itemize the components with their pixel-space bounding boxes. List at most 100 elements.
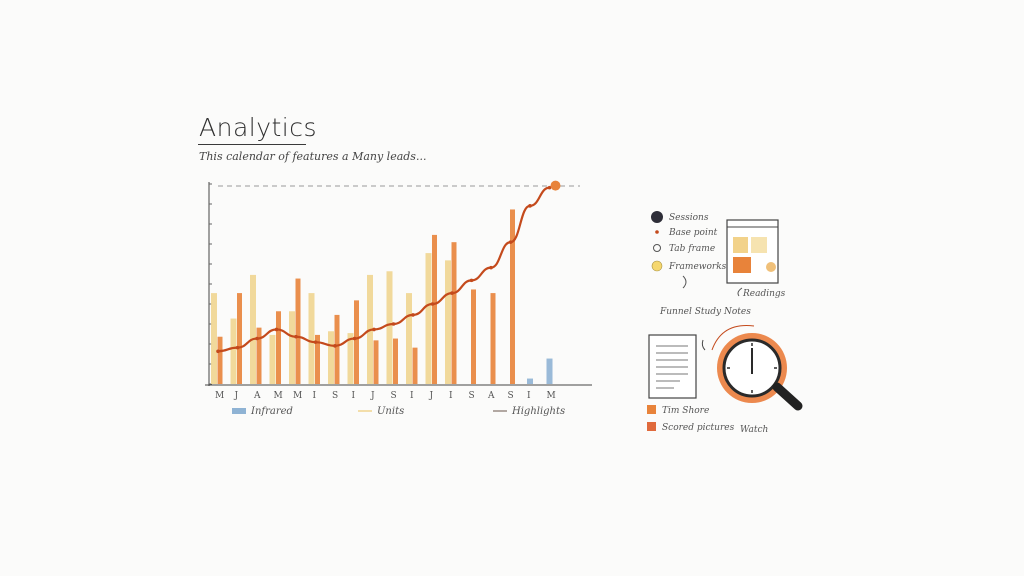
bar-infrared <box>328 331 334 384</box>
series-endpoint <box>550 180 561 191</box>
series-point <box>450 291 454 295</box>
bar-infrared <box>308 293 315 384</box>
x-tick-label: I <box>527 391 531 401</box>
clipboard-legend-label: Tim Shore <box>662 406 709 416</box>
bar-units <box>393 338 398 384</box>
series-point <box>489 265 493 270</box>
side-legend: Sessions Base point Tab frame Frameworks <box>651 211 727 289</box>
bar-units <box>471 289 476 384</box>
chart-title: Analytics <box>199 113 318 142</box>
bar-units <box>237 293 242 384</box>
bar-units <box>510 209 515 384</box>
bar-infrared <box>347 333 354 384</box>
bar-units <box>451 242 457 384</box>
series-point <box>313 340 318 344</box>
calendar-card: Readings <box>726 219 786 299</box>
x-tick-label: A <box>487 391 495 401</box>
calendar-cell <box>733 257 751 273</box>
x-tick-label: J <box>234 391 239 401</box>
calendar-caption: Readings <box>742 289 786 299</box>
bar-infrared <box>289 311 295 384</box>
bar-infrared <box>425 253 432 384</box>
x-tick-label: I <box>352 391 356 401</box>
side-legend-label: Sessions <box>669 213 709 223</box>
title-underline <box>198 144 306 145</box>
series-point <box>411 313 415 317</box>
bar-infrared <box>386 271 393 384</box>
x-tick-label: M <box>293 391 302 401</box>
bar-infrared <box>230 318 237 384</box>
stopwatch-icon <box>701 325 803 411</box>
x-tick-label: M <box>215 391 224 401</box>
clipboard-legend-label: Scored pictures <box>662 423 735 433</box>
clock-caption: Watch <box>740 425 768 435</box>
x-tick-label: I <box>449 391 453 401</box>
side-legend-hook <box>682 275 687 289</box>
side-legend-label: Tab frame <box>669 244 715 254</box>
clipboard-legend-swatch <box>647 422 656 431</box>
x-tick-label: M <box>547 391 556 401</box>
x-tick-label: I <box>313 391 317 401</box>
legend-label: Highlights <box>511 406 565 417</box>
side-legend-label: Frameworks <box>668 262 727 272</box>
frameworks-dot-icon <box>651 260 663 272</box>
x-tick-label: I <box>410 391 414 401</box>
clipboard-legend-swatch <box>647 405 656 414</box>
legend-label: Infrared <box>250 406 293 417</box>
clipboard-legend: Tim Shore Scored pictures <box>647 405 735 433</box>
bar-units <box>276 311 281 384</box>
series-point <box>430 302 435 306</box>
legend-swatch <box>232 408 246 414</box>
bar-units <box>217 336 223 384</box>
legend-label: Units <box>377 406 404 417</box>
x-tick-label: J <box>429 391 434 401</box>
x-tick-label: A <box>253 391 261 401</box>
series-line <box>217 186 550 353</box>
series-point <box>372 327 376 332</box>
bar-infrared <box>445 260 451 384</box>
series-point <box>255 336 259 341</box>
bar-units <box>432 234 437 384</box>
series-point <box>547 185 552 190</box>
sessions-dot-icon <box>651 211 663 223</box>
x-tick-label: S <box>391 391 397 401</box>
bar-infrared <box>406 293 412 384</box>
bar-units <box>373 340 379 384</box>
chart-subtitle: This calendar of features a Many leads..… <box>199 150 427 163</box>
base-point-icon <box>655 230 659 234</box>
bar-units <box>256 327 262 384</box>
bar-units <box>490 293 496 384</box>
calendar-cell <box>733 237 748 253</box>
bar-units <box>315 334 320 384</box>
bar-units <box>354 300 359 384</box>
side-legend-label: Base point <box>668 228 718 238</box>
bar-units <box>334 314 340 384</box>
bar-infrared <box>250 274 256 384</box>
line-series-group <box>216 180 561 354</box>
bar-units <box>295 278 301 384</box>
series-point <box>391 322 396 326</box>
chart-legend: Infrared Units Highlights <box>232 406 565 417</box>
bar-accents <box>546 358 553 384</box>
x-tick-label: M <box>274 391 283 401</box>
series-point <box>216 349 220 354</box>
x-tick-label: J <box>370 391 375 401</box>
tab-frame-icon <box>653 244 661 252</box>
series-point <box>528 204 532 208</box>
bar-accents <box>527 378 533 384</box>
bar-infrared <box>269 334 276 384</box>
x-tick-label: S <box>332 391 338 401</box>
clipboard-icon <box>648 334 697 399</box>
series-point <box>508 240 513 244</box>
bar-units <box>412 347 418 384</box>
section-label: Funnel Study Notes <box>659 307 751 317</box>
x-tick-label: S <box>469 391 475 401</box>
x-tick-label: S <box>508 391 514 401</box>
series-point <box>235 345 240 350</box>
bar-infrared <box>211 293 217 384</box>
magnifier-handle <box>772 382 803 411</box>
calendar-cell <box>751 237 767 253</box>
calendar-hook <box>737 287 743 297</box>
